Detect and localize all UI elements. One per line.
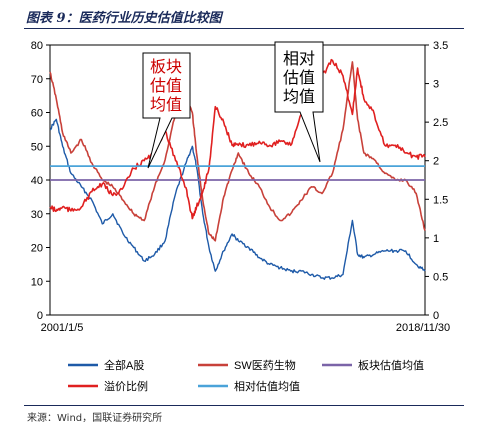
legend-label: 全部A股 — [104, 358, 144, 372]
annotation-callout-box — [274, 41, 324, 163]
y-left-tick-label: 20 — [31, 243, 43, 255]
annotation-callout-box — [142, 52, 191, 169]
y-left-tick-label: 60 — [31, 108, 43, 120]
legend-label: 溢价比例 — [104, 379, 148, 393]
figure-title: 图表 9：医药行业历史估值比较图 — [26, 11, 222, 26]
x-tick-label: 2018/11/30 — [396, 322, 450, 334]
y-left-tick-label: 30 — [31, 209, 43, 221]
series-line — [49, 58, 426, 220]
annotation-text: 估值 — [283, 69, 315, 87]
x-tick-label: 2001/1/5 — [41, 322, 84, 334]
annotation-text: 相对 — [283, 50, 315, 68]
legend-label: 板块估值均值 — [358, 358, 424, 372]
source-note: 来源：Wind，国联证券研究所 — [27, 413, 163, 424]
annotation-text: 估值 — [150, 77, 182, 95]
series-line — [49, 118, 426, 280]
legend-label: SW医药生物 — [234, 358, 296, 372]
source-divider — [24, 405, 464, 406]
legend-label: 相对估值均值 — [234, 379, 300, 393]
y-right-tick-label: 3.5 — [433, 40, 448, 52]
y-right-tick-label: 0.5 — [433, 271, 448, 283]
y-right-tick-label: 1 — [433, 233, 439, 245]
y-right-tick-label: 2.5 — [433, 117, 448, 129]
series-line — [49, 61, 426, 242]
annotation-text: 均值 — [283, 88, 315, 106]
y-right-tick-label: 3 — [433, 79, 439, 91]
y-left-tick-label: 0 — [37, 310, 43, 322]
annotation-text: 板块 — [150, 58, 182, 76]
y-left-tick-label: 50 — [31, 141, 43, 153]
y-left-tick-label: 40 — [31, 175, 43, 187]
y-left-tick-label: 70 — [31, 74, 43, 86]
y-left-tick-label: 10 — [31, 276, 43, 288]
annotation-text: 均值 — [150, 96, 182, 114]
y-right-tick-label: 0 — [433, 310, 439, 322]
y-left-tick-label: 80 — [31, 40, 43, 52]
title-divider — [24, 28, 464, 29]
y-right-tick-label: 1.5 — [433, 194, 448, 206]
line-chart: 0 10 20 30 40 50 60 70 80 0 0.5 1 1.5 2 2.5 3 3.5 2001/1/… — [31, 40, 450, 393]
y-right-tick-label: 2 — [433, 156, 439, 168]
